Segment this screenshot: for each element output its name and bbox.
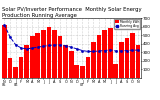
- Bar: [86, 57, 90, 78]
- Legend: Monthly kWh, Running Avg: Monthly kWh, Running Avg: [114, 19, 140, 29]
- Bar: [41, 30, 46, 78]
- Text: Solar PV/Inverter Performance  Monthly Solar Energy Production Running Average: Solar PV/Inverter Performance Monthly So…: [2, 7, 141, 18]
- Bar: [80, 66, 85, 78]
- Bar: [113, 64, 118, 78]
- Bar: [35, 33, 40, 78]
- Bar: [47, 27, 51, 78]
- Bar: [8, 58, 12, 78]
- Bar: [130, 33, 135, 78]
- Bar: [102, 30, 107, 78]
- Bar: [91, 42, 96, 78]
- Bar: [119, 42, 124, 78]
- Bar: [108, 28, 112, 78]
- Bar: [19, 57, 24, 78]
- Bar: [2, 25, 7, 78]
- Bar: [24, 45, 29, 78]
- Bar: [13, 67, 18, 78]
- Bar: [52, 30, 57, 78]
- Bar: [136, 45, 140, 78]
- Bar: [69, 51, 74, 78]
- Bar: [63, 45, 68, 78]
- Bar: [97, 35, 101, 78]
- Bar: [58, 36, 62, 78]
- Bar: [30, 36, 35, 78]
- Bar: [74, 65, 79, 78]
- Bar: [124, 38, 129, 78]
